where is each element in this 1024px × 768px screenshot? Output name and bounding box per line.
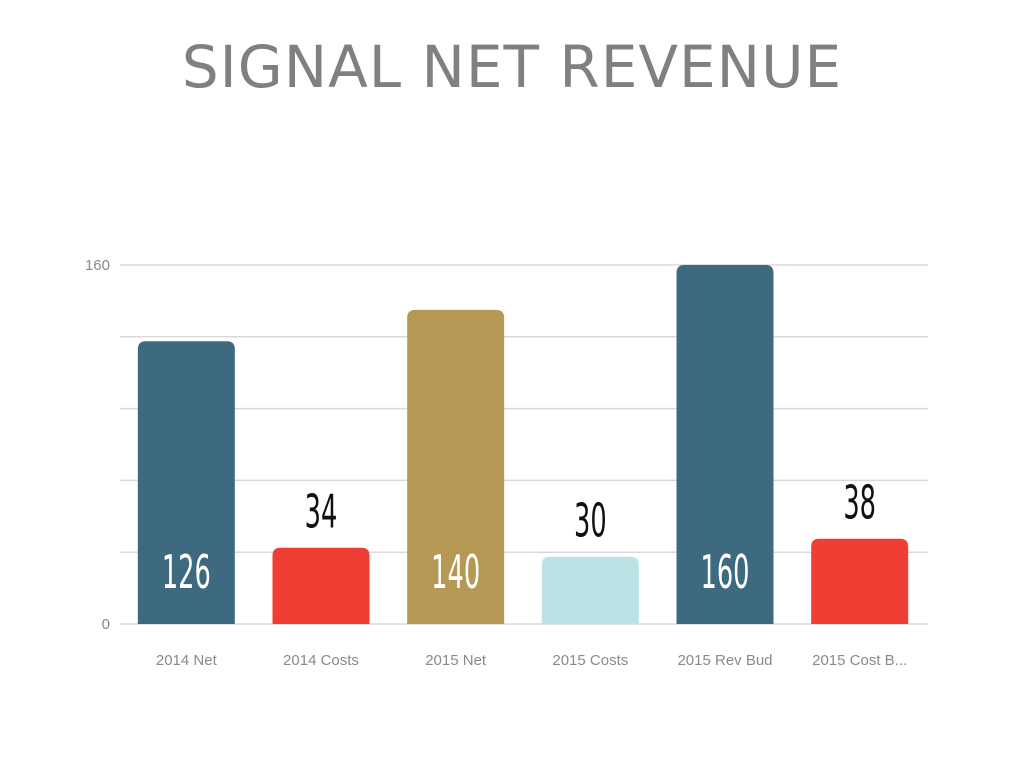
- x-tick-label: 2015 Rev Bud: [677, 652, 772, 669]
- y-tick-label: 160: [85, 257, 110, 274]
- x-tick-label: 2015 Cost B...: [812, 652, 907, 669]
- value-label: 30: [574, 495, 607, 549]
- bars-layer: [137, 265, 909, 624]
- labels-layer: 0 160 126 2014 Net 34 2014 Costs 140 2015 Net 30…: [85, 257, 907, 669]
- y-tick-label: 0: [102, 616, 110, 633]
- bar-2014-net: [137, 341, 235, 624]
- bar-2015-cost-b: [811, 538, 909, 624]
- grid-layer: [120, 264, 928, 625]
- value-label: 38: [843, 477, 876, 531]
- bar-2015-net: [407, 309, 505, 624]
- value-label: 34: [305, 486, 338, 540]
- bar-2014-costs: [272, 547, 370, 624]
- bar-2015-costs: [541, 556, 639, 624]
- x-tick-label: 2015 Net: [425, 652, 487, 669]
- x-tick-label: 2014 Costs: [283, 652, 359, 669]
- bar-2015-rev-bud: [676, 265, 774, 624]
- x-tick-label: 2015 Costs: [552, 652, 628, 669]
- value-label: 126: [162, 546, 211, 600]
- chart-title: SIGNAL NET REVENUE: [181, 33, 843, 101]
- x-tick-label: 2014 Net: [156, 652, 218, 669]
- value-label: 160: [701, 546, 750, 600]
- value-label: 140: [431, 546, 480, 600]
